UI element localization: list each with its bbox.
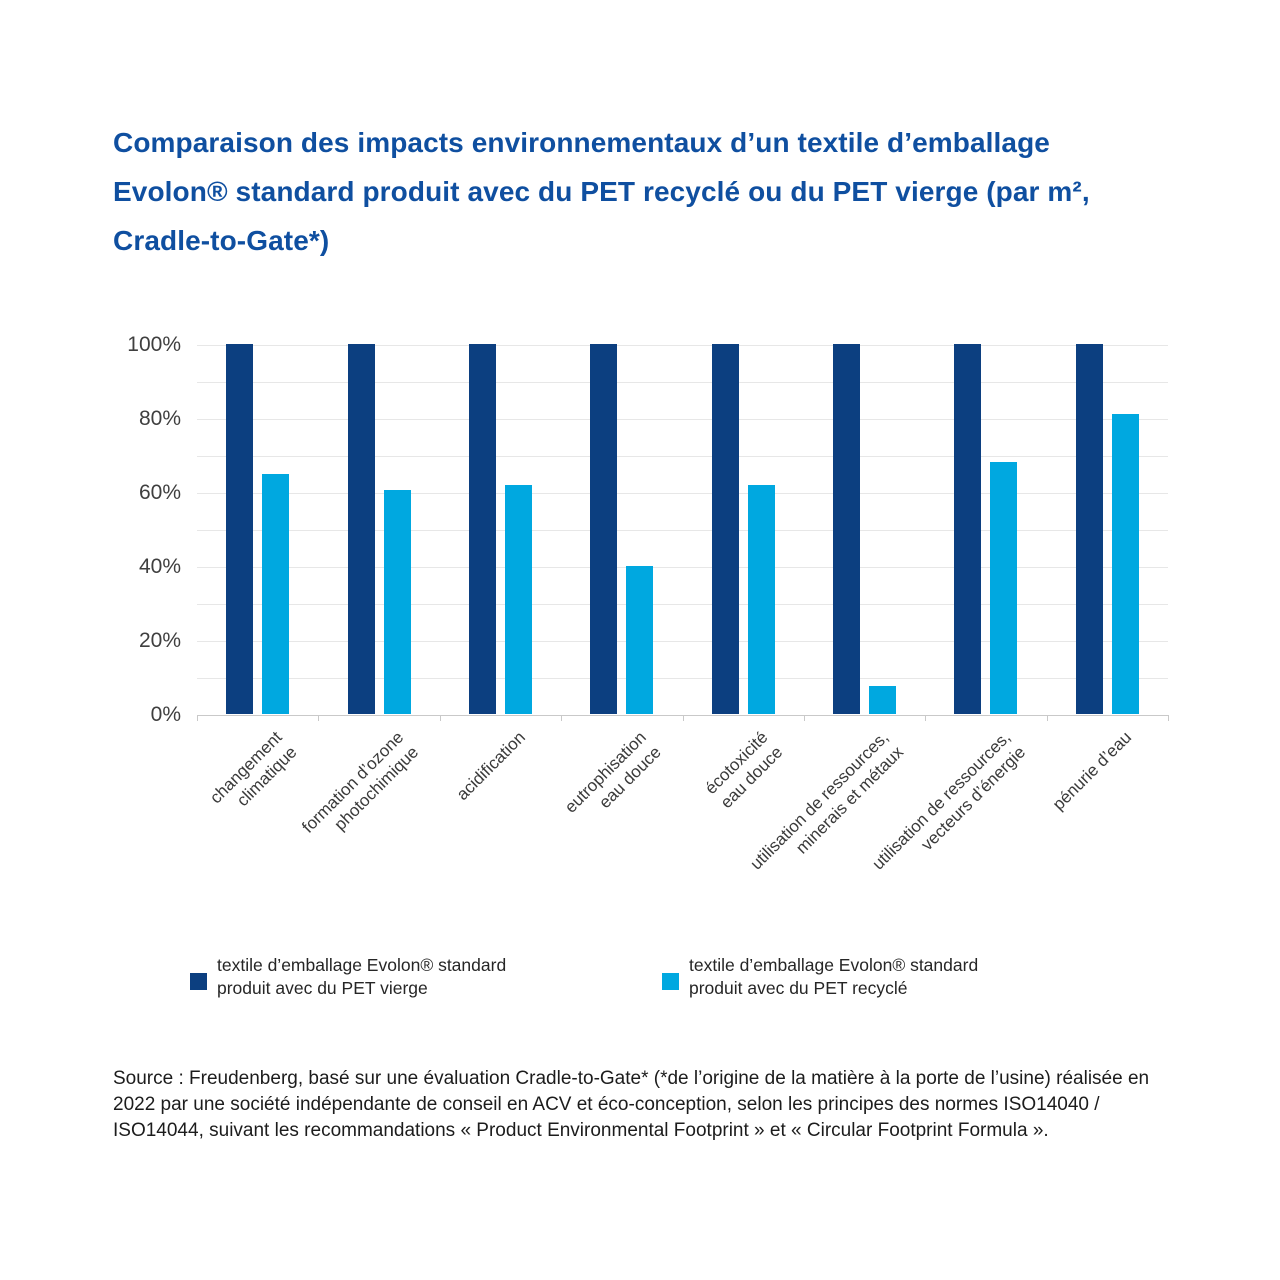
gridline (197, 677, 1168, 679)
x-axis-label: changement climatique (206, 727, 302, 823)
gridline (197, 529, 1168, 531)
chart-title-line-2: Evolon® standard produit avec du PET rec… (113, 176, 1090, 207)
x-axis-label-line: pénurie d’eau (1049, 727, 1136, 814)
legend-swatch (662, 973, 679, 990)
legend-label-line: textile d’emballage Evolon® standard (689, 955, 979, 975)
gridline (197, 418, 1168, 420)
x-axis-label: formation d’ozone photochimique (298, 727, 423, 852)
x-axis-label: écotoxicité eau douce (700, 727, 786, 813)
bar-pet-recycle (626, 566, 654, 714)
chart-title-line-1: Comparaison des impacts environnementaux… (113, 127, 1050, 158)
bar-pet-recycle (383, 490, 411, 714)
x-axis-tick (803, 715, 805, 721)
y-axis-tick-label: 0% (150, 703, 181, 726)
x-axis-label: acidification (452, 727, 530, 805)
bar-pet-recycle (869, 686, 897, 714)
bar-pet-recycle (262, 473, 290, 714)
source-text: Source : Freudenberg, basé sur une évalu… (113, 1068, 1150, 1141)
x-axis-label: pénurie d’eau (1048, 727, 1136, 815)
gridline (197, 381, 1168, 383)
chart-title-line-3: Cradle-to-Gate*) (113, 225, 330, 256)
y-axis-tick-label: 100% (127, 333, 181, 356)
gridline (197, 344, 1168, 346)
x-axis-tick (925, 715, 927, 721)
bar-pet-vierge (954, 344, 982, 714)
legend-item: textile d’emballage Evolon® standard prod… (662, 954, 978, 1002)
legend-label-line: produit avec du PET vierge (217, 978, 428, 998)
x-axis-label-line: vecteurs d’énergie (917, 742, 1029, 855)
legend-label-line: produit avec du PET recyclé (689, 978, 908, 998)
bar-pet-vierge (590, 344, 618, 714)
bar-pet-vierge (1075, 344, 1103, 714)
x-axis-tick (439, 715, 441, 721)
chart-title: Comparaison des impacts environnementaux… (113, 118, 1143, 265)
legend-label: textile d’emballage Evolon® standard prod… (217, 954, 506, 1000)
y-axis-tick-label: 80% (138, 407, 181, 430)
x-axis-label-line: acidification (452, 727, 529, 804)
x-axis-tick (1046, 715, 1048, 721)
bar-pet-vierge (833, 344, 861, 714)
chart-plot-area: 0% 20% 40% 60% 80% 100% changement climatique fo… (127, 333, 1169, 873)
x-axis-tick (1168, 715, 1169, 721)
bar-pet-recycle (1111, 414, 1139, 714)
x-axis-tick (318, 715, 320, 721)
x-axis-tick (682, 715, 684, 721)
legend-swatch (190, 973, 207, 990)
legend-label: textile d’emballage Evolon® standard prod… (689, 954, 978, 1000)
bar-pet-recycle (990, 462, 1018, 714)
y-axis-tick-label: 60% (138, 481, 181, 504)
gridline (197, 492, 1168, 494)
gridline (197, 566, 1168, 568)
x-axis-label: eutrophisation eau douce (560, 727, 665, 832)
y-axis-tick-label: 40% (138, 555, 181, 578)
y-axis-tick-label: 20% (138, 629, 181, 652)
bar-pet-vierge (347, 344, 375, 714)
x-axis-tick (197, 715, 198, 721)
bar-pet-vierge (226, 344, 254, 714)
bar-pet-vierge (468, 344, 496, 714)
gridline (197, 640, 1168, 642)
gridline (197, 603, 1168, 605)
legend-label-line: textile d’emballage Evolon® standard (217, 955, 507, 975)
bar-pet-recycle (747, 484, 775, 714)
bar-pet-recycle (504, 484, 532, 714)
gridline (197, 455, 1168, 457)
x-axis-tick (561, 715, 563, 721)
legend-item: textile d’emballage Evolon® standard prod… (190, 954, 506, 1002)
bar-pet-vierge (711, 344, 739, 714)
